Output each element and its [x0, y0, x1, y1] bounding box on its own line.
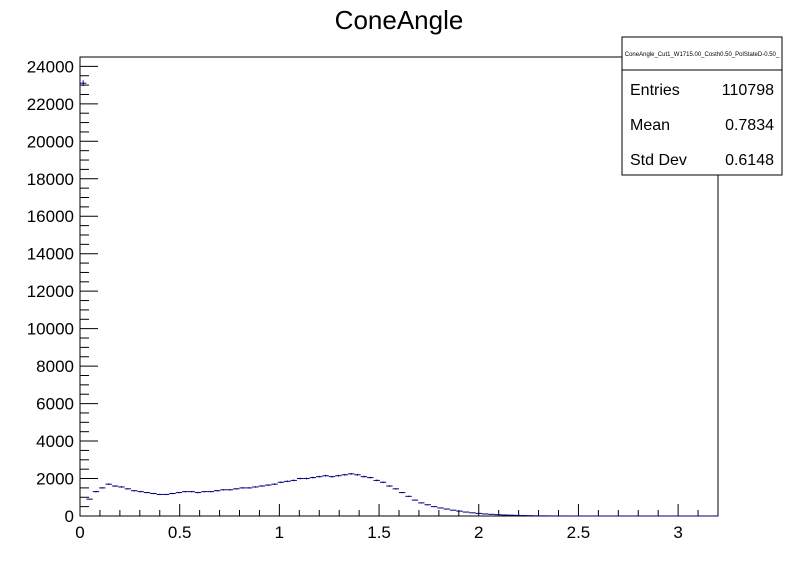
histogram-bin: [290, 479, 297, 482]
histogram-bin: [239, 487, 246, 489]
x-tick-label: 0: [75, 523, 84, 542]
stats-box: ConeAngle_Cut1_W1715.00_Costh0.50_PolSta…: [621, 36, 783, 176]
histogram-bin: [437, 507, 444, 509]
histogram-bin: [169, 492, 176, 495]
histogram-bin: [207, 490, 214, 493]
x-tick-label: 1.5: [367, 523, 391, 542]
histogram-bin: [411, 499, 419, 501]
stats-histogram-name: ConeAngle_Cut1_W1715.00_Costh0.50_PolSta…: [625, 52, 780, 58]
histogram-bin: [418, 502, 425, 504]
y-tick-label: 16000: [27, 207, 74, 226]
histogram-bin: [213, 490, 221, 492]
stats-mean-label: Mean: [630, 117, 670, 134]
histogram-bin: [182, 490, 189, 493]
histogram-bin: [245, 487, 253, 489]
histogram-bin: [162, 493, 170, 496]
histogram-bin: [386, 485, 393, 487]
histogram-bin: [367, 476, 374, 479]
stats-entries-value: 110798: [722, 82, 774, 99]
histogram-bin: [277, 481, 285, 484]
histogram-bin: [118, 486, 125, 488]
histogram-bin: [450, 509, 457, 511]
histogram-bin: [271, 483, 278, 485]
histogram-bin: [156, 493, 163, 496]
x-tick-label: 1: [275, 523, 284, 542]
histogram-bin: [373, 479, 380, 482]
histogram-bin: [105, 483, 112, 485]
histogram-bin: [360, 475, 368, 478]
y-tick-label: 10000: [27, 320, 74, 339]
histogram-bin: [341, 473, 348, 476]
y-tick-label: 18000: [27, 170, 74, 189]
histogram-bin: [111, 485, 119, 487]
histogram-bin: [252, 486, 259, 488]
histogram-bin: [194, 491, 202, 494]
histogram-bin: [188, 490, 195, 493]
y-tick-label: 6000: [36, 395, 74, 414]
histogram-bin: [233, 488, 240, 490]
y-axis: 0 2000 4000 6000 8000 10000 12000 14000 16000 180…: [27, 56, 98, 526]
y-tick-label: 20000: [27, 132, 74, 151]
histogram-bin: [150, 492, 157, 495]
x-tick-label: 2: [474, 523, 483, 542]
histogram-bin: [456, 510, 463, 512]
histogram-bin: [220, 489, 227, 491]
histogram-bin: [399, 491, 406, 494]
y-tick-label: 22000: [27, 95, 74, 114]
histogram-bin: [124, 488, 132, 490]
y-tick-label: 8000: [36, 357, 74, 376]
histogram-bin: [80, 80, 87, 87]
histogram-bin: [92, 490, 100, 493]
chart-title: ConeAngle: [335, 5, 464, 35]
histogram-bin: [86, 498, 93, 500]
stats-stddev-label: Std Dev: [630, 152, 687, 169]
y-tick-label: 2000: [36, 470, 74, 489]
stats-box-frame: [621, 36, 783, 176]
x-tick-label: 0.5: [168, 523, 192, 542]
histogram-bin: [309, 476, 317, 479]
x-tick-label: 3: [673, 523, 682, 542]
histogram-bin: [303, 477, 310, 480]
histogram-bin: [296, 477, 304, 480]
histogram-bin: [258, 485, 266, 487]
histogram-bin: [226, 489, 234, 491]
histogram-bin: [131, 490, 138, 492]
histogram-bin: [265, 484, 272, 486]
histogram-bin: [354, 473, 361, 476]
histogram-bin: [201, 490, 208, 493]
y-tick-label: 12000: [27, 282, 74, 301]
histogram-bin: [430, 506, 438, 508]
histogram-bin: [322, 474, 329, 477]
y-tick-label: 14000: [27, 245, 74, 264]
histogram-bin: [462, 511, 470, 513]
y-tick-label: 0: [65, 507, 74, 526]
histogram-bin: [284, 480, 291, 483]
histogram-bin: [143, 491, 151, 494]
histogram-bin: [316, 475, 323, 478]
histogram-bin: [379, 481, 387, 484]
stats-entries-label: Entries: [630, 82, 680, 99]
histogram-bin: [328, 475, 336, 478]
x-axis: 0 0.5 1 1.5 2 2.5 3: [75, 504, 719, 542]
y-tick-label: 24000: [27, 57, 74, 76]
stats-mean-value: 0.7834: [725, 117, 774, 134]
histogram-bin: [424, 504, 431, 506]
y-tick-label: 4000: [36, 432, 74, 451]
histogram-bin: [405, 495, 412, 497]
histogram-bin: [392, 488, 399, 490]
histogram-bin: [335, 474, 342, 477]
histogram-bin: [347, 472, 355, 475]
histogram-bin: [175, 491, 183, 494]
stats-stddev-value: 0.6148: [725, 152, 774, 169]
histogram-bins: [80, 80, 718, 517]
x-tick-label: 2.5: [567, 523, 591, 542]
histogram-bin: [137, 490, 144, 493]
histogram-bin: [443, 508, 451, 510]
histogram-bin: [99, 487, 106, 489]
